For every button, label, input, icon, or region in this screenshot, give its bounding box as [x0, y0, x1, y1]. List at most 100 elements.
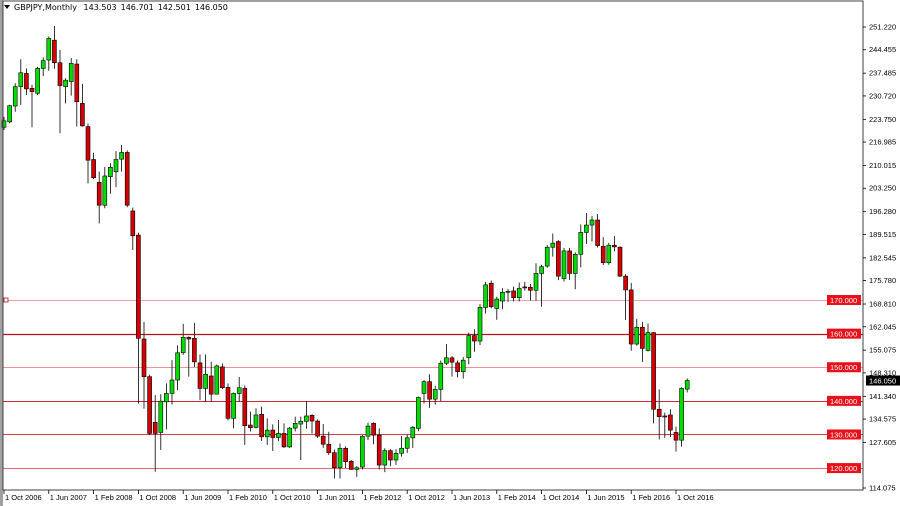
candle-2016-09 [668, 409, 673, 438]
candle-body [623, 275, 628, 291]
candle-body [220, 366, 225, 389]
time-tick-label: 1 Jun 2007 [50, 493, 87, 502]
dropdown-triangle-icon[interactable] [4, 5, 10, 9]
candle-body [628, 289, 634, 345]
candle-2015-03 [567, 247, 572, 280]
candle-2008-01 [85, 123, 91, 184]
candle-body [57, 62, 63, 86]
candle-body [494, 298, 500, 309]
candle-body [180, 337, 186, 354]
candle-body [488, 282, 494, 308]
candle-2011-05 [309, 414, 315, 434]
candle-2015-11 [612, 236, 617, 252]
candle-2015-02 [561, 247, 567, 282]
candle-2011-06 [315, 419, 320, 438]
candle-2008-09 [130, 207, 136, 250]
candle-body [472, 335, 477, 342]
candle-2008-03 [96, 171, 102, 224]
candle-body [684, 380, 690, 390]
candle-body [12, 86, 18, 107]
candle-body [270, 429, 276, 438]
candle-2009-09 [197, 354, 203, 401]
ohlc-open: 143.503 [83, 3, 117, 12]
candle-2009-04 [169, 360, 175, 405]
candle-body [416, 397, 421, 429]
chart-title-bar: GBPJPY,Monthly 143.503 146.701 142.501 146.… [4, 3, 232, 12]
candle-body [505, 290, 511, 293]
candle-2006-12 [12, 83, 18, 112]
level-label: 160.000 [830, 330, 857, 339]
candle-2007-01 [18, 59, 24, 106]
candle-body [589, 219, 595, 226]
candle-2015-09 [600, 237, 606, 266]
candle-2008-05 [108, 163, 113, 194]
candle-body [483, 284, 488, 308]
candle-2010-01 [220, 363, 225, 390]
candle-body [578, 232, 584, 255]
candle-2012-06 [382, 448, 388, 473]
candle-2012-12 [416, 396, 421, 432]
candle-2013-08 [460, 357, 466, 379]
time-axis[interactable]: 1 Oct 2006 1 Jun 2007 1 Feb 2008 1 Oct 2008… [3, 490, 714, 502]
price-tick-label: 230.720 [869, 91, 896, 100]
candle-body [108, 166, 113, 177]
candle-body [320, 435, 326, 445]
symbol-period: GBPJPY,Monthly [14, 3, 77, 12]
candle-2015-10 [606, 242, 612, 265]
candle-2013-12 [483, 281, 488, 314]
candle-2009-03 [164, 383, 169, 430]
candle-body [248, 424, 253, 429]
price-tick-label: 244.455 [869, 45, 896, 54]
candle-body [432, 389, 438, 400]
candle-2011-01 [287, 427, 292, 448]
candle-body [612, 244, 617, 248]
candle-body [136, 234, 141, 339]
candle-body [382, 450, 388, 466]
candle-2007-04 [35, 66, 40, 95]
candle-2010-04 [236, 376, 242, 402]
plot-frame [2, 0, 864, 491]
candle-2010-08 [259, 406, 264, 441]
price-tick-label: 237.485 [869, 69, 896, 78]
candle-2009-07 [186, 336, 192, 377]
time-tick-label: 1 Feb 2014 [498, 493, 536, 502]
candle-2009-05 [175, 345, 180, 391]
candle-body [124, 152, 130, 206]
candle-2007-07 [52, 26, 57, 69]
candle-2015-12 [617, 246, 623, 278]
candle-2011-07 [320, 424, 326, 448]
candle-body [427, 381, 432, 400]
candles [1, 26, 690, 479]
candle-body [52, 39, 57, 63]
price-axis[interactable]: 251.220 244.455 237.485 230.720 223.750 216.9… [863, 23, 896, 493]
candle-body [18, 72, 24, 87]
candle-2014-08 [528, 283, 533, 301]
price-tick-label: 196.280 [869, 207, 896, 216]
candle-2012-07 [388, 449, 393, 467]
candle-2007-09 [63, 78, 68, 104]
candle-2010-02 [225, 383, 231, 421]
candle-body [365, 425, 371, 437]
candle-2012-04 [371, 422, 376, 445]
time-tick-label: 1 Jun 2009 [184, 493, 221, 502]
candle-body [264, 429, 270, 438]
candle-body [298, 421, 304, 425]
candle-2012-10 [404, 434, 410, 453]
candle-body [673, 432, 679, 441]
candle-2012-05 [376, 428, 382, 470]
candle-body [371, 423, 376, 436]
price-tick-label: 189.515 [869, 230, 896, 239]
candle-2014-02 [494, 296, 500, 320]
candle-2014-12 [550, 233, 556, 257]
candle-2012-02 [360, 435, 365, 470]
candle-2013-02 [427, 374, 432, 408]
candle-body [287, 427, 292, 448]
candle-2012-11 [410, 426, 416, 448]
candle-body [668, 414, 673, 431]
time-tick-label: 1 Oct 2016 [677, 493, 714, 502]
candle-2013-07 [455, 360, 460, 378]
candle-2013-06 [449, 356, 455, 377]
candle-2015-05 [578, 224, 584, 268]
price-tick-label: 210.015 [869, 161, 896, 170]
